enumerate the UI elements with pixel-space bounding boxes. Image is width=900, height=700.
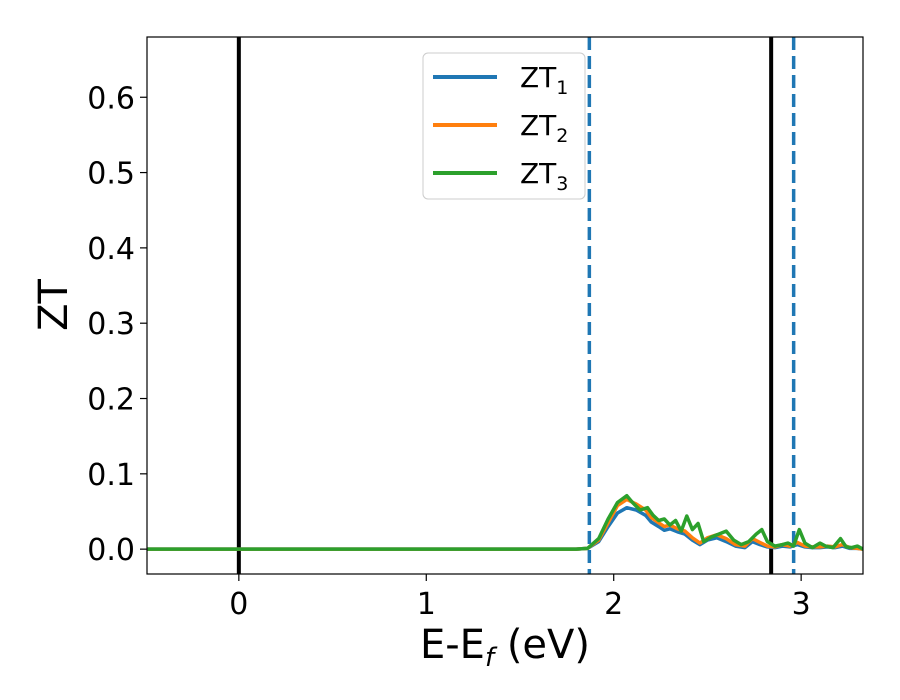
y-tick-label: 0.0 bbox=[87, 533, 135, 568]
y-tick-label: 0.1 bbox=[87, 458, 135, 493]
series-line-zt3 bbox=[147, 493, 863, 551]
plot-frame bbox=[146, 36, 864, 575]
legend-label-zt2: ZT2 bbox=[520, 109, 568, 147]
y-axis-label: ZT bbox=[31, 279, 77, 331]
y-tick-label: 0.2 bbox=[87, 383, 135, 418]
series-lines bbox=[147, 493, 863, 551]
y-tick-label: 0.4 bbox=[87, 232, 135, 267]
legend-label-zt3: ZT3 bbox=[520, 157, 568, 195]
y-tick-label: 0.5 bbox=[87, 157, 135, 192]
reference-lines bbox=[236, 37, 796, 574]
x-axis: 0 1 2 3 bbox=[229, 574, 811, 622]
y-tick-label: 0.6 bbox=[87, 81, 135, 116]
x-axis-label: E-Ef (eV) bbox=[420, 622, 590, 673]
y-tick-label: 0.3 bbox=[87, 307, 135, 342]
x-tick-label: 0 bbox=[229, 587, 248, 622]
x-tick-label: 2 bbox=[604, 587, 623, 622]
x-tick-label: 1 bbox=[417, 587, 436, 622]
x-tick-label: 3 bbox=[792, 587, 811, 622]
legend-box bbox=[422, 52, 586, 200]
y-axis: 0.0 0.1 0.2 0.3 0.4 0.5 0.6 bbox=[87, 81, 147, 568]
legend-label-zt1: ZT1 bbox=[520, 61, 568, 99]
legend: ZT1 ZT2 ZT3 bbox=[422, 52, 586, 200]
